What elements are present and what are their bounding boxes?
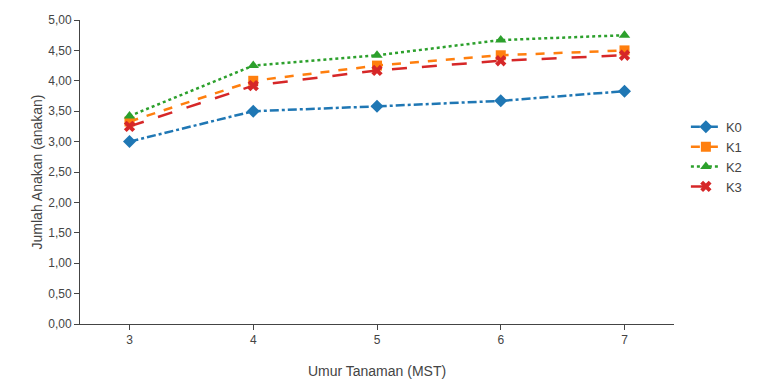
svg-text:Jumlah Anakan (anakan): Jumlah Anakan (anakan) (29, 95, 45, 250)
svg-text:K1: K1 (726, 140, 742, 155)
svg-text:1,50: 1,50 (48, 226, 72, 240)
svg-text:4,00: 4,00 (48, 74, 72, 88)
svg-text:3,50: 3,50 (48, 104, 72, 118)
svg-text:2,50: 2,50 (48, 165, 72, 179)
svg-text:K0: K0 (726, 120, 742, 135)
svg-text:0,00: 0,00 (48, 317, 72, 331)
svg-text:3,00: 3,00 (48, 135, 72, 149)
svg-text:1,00: 1,00 (48, 256, 72, 270)
svg-text:6: 6 (497, 333, 504, 347)
svg-text:4,50: 4,50 (48, 44, 72, 58)
svg-text:2,00: 2,00 (48, 196, 72, 210)
svg-text:4: 4 (250, 333, 257, 347)
svg-text:5,00: 5,00 (48, 13, 72, 27)
svg-text:7: 7 (621, 333, 628, 347)
svg-text:0,50: 0,50 (48, 287, 72, 301)
svg-text:K3: K3 (726, 180, 742, 195)
svg-text:3: 3 (126, 333, 133, 347)
svg-text:K2: K2 (726, 160, 742, 175)
svg-text:Umur Tanaman (MST): Umur Tanaman (MST) (308, 363, 446, 379)
svg-text:5: 5 (374, 333, 381, 347)
